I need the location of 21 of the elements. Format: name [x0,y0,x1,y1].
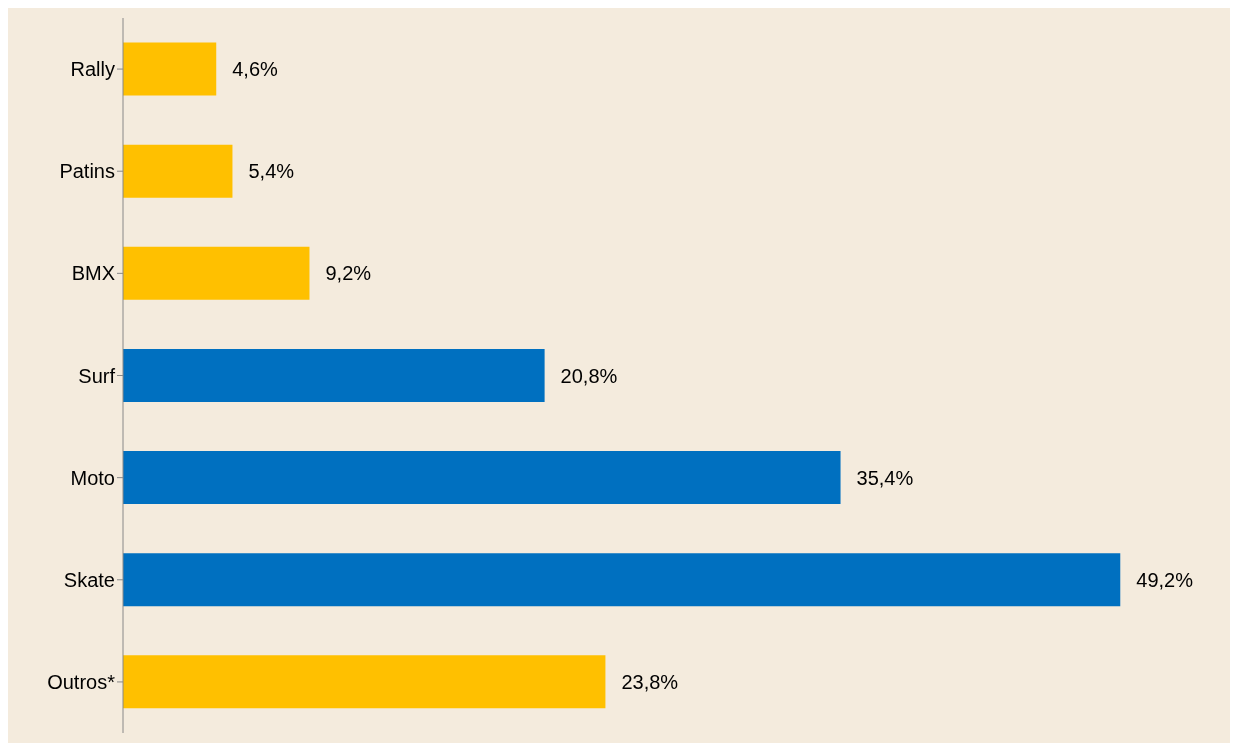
bar [123,42,217,96]
y-tick-label: Moto [70,466,115,489]
y-tick-label: Surf [78,364,116,387]
bar [123,246,310,300]
bar [123,348,545,402]
bar [123,553,1121,607]
data-label: 23,8% [621,670,679,693]
y-tick-label: Patins [59,160,115,183]
bar [123,144,233,198]
bar [123,451,841,505]
y-tick-label: Outros* [47,671,116,694]
bar [123,655,606,709]
data-label: 5,4% [248,160,295,183]
data-label: 35,4% [856,466,914,489]
data-label: 49,2% [1136,568,1194,591]
data-label: 4,6% [232,58,279,81]
y-tick-label: BMX [71,262,115,285]
data-label: 20,8% [560,364,618,387]
y-tick-label: Skate [63,568,115,591]
y-tick-label: Rally [70,58,115,81]
data-label: 9,2% [325,262,372,285]
